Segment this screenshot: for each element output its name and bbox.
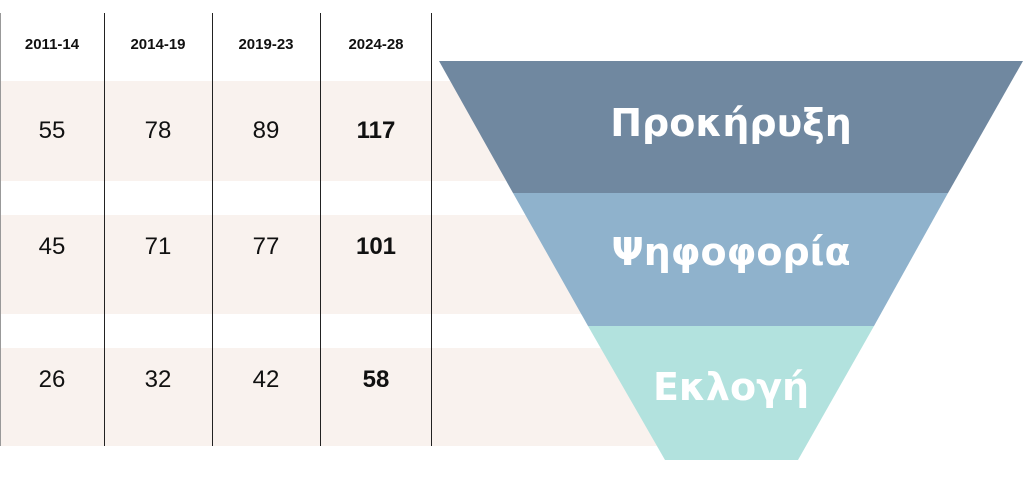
funnel-stage-1-label: Προκήρυξη [610, 101, 852, 145]
column-divider [104, 13, 105, 446]
funnel-stage-3 [588, 326, 874, 460]
funnel-stage-1 [439, 61, 1023, 193]
table-cell: 26 [38, 366, 66, 393]
column-header: 2019-23 [238, 36, 294, 53]
table-cell: 32 [144, 366, 172, 393]
column-header: 2024-28 [348, 36, 404, 53]
row-band-3 [0, 348, 660, 446]
table-cell: 71 [144, 233, 172, 260]
column-divider [0, 13, 1, 446]
funnel-stage-2-label: Ψηφοφορία [611, 230, 850, 274]
table-cell: 117 [356, 117, 396, 144]
column-header: 2014-19 [130, 36, 186, 53]
funnel-stage-3-label: Εκλογή [653, 365, 809, 409]
table-cell: 42 [252, 366, 280, 393]
table-cell: 77 [252, 233, 280, 260]
column-header: 2011-14 [24, 36, 80, 53]
funnel-stage-2 [513, 193, 948, 326]
column-divider [212, 13, 213, 446]
table-cell: 58 [362, 366, 390, 393]
table-cell: 55 [38, 117, 66, 144]
table-cell: 78 [144, 117, 172, 144]
table-cell: 45 [38, 233, 66, 260]
table-cell: 101 [355, 233, 397, 260]
table-cell: 89 [252, 117, 280, 144]
column-divider [320, 13, 321, 446]
column-divider [431, 13, 432, 446]
